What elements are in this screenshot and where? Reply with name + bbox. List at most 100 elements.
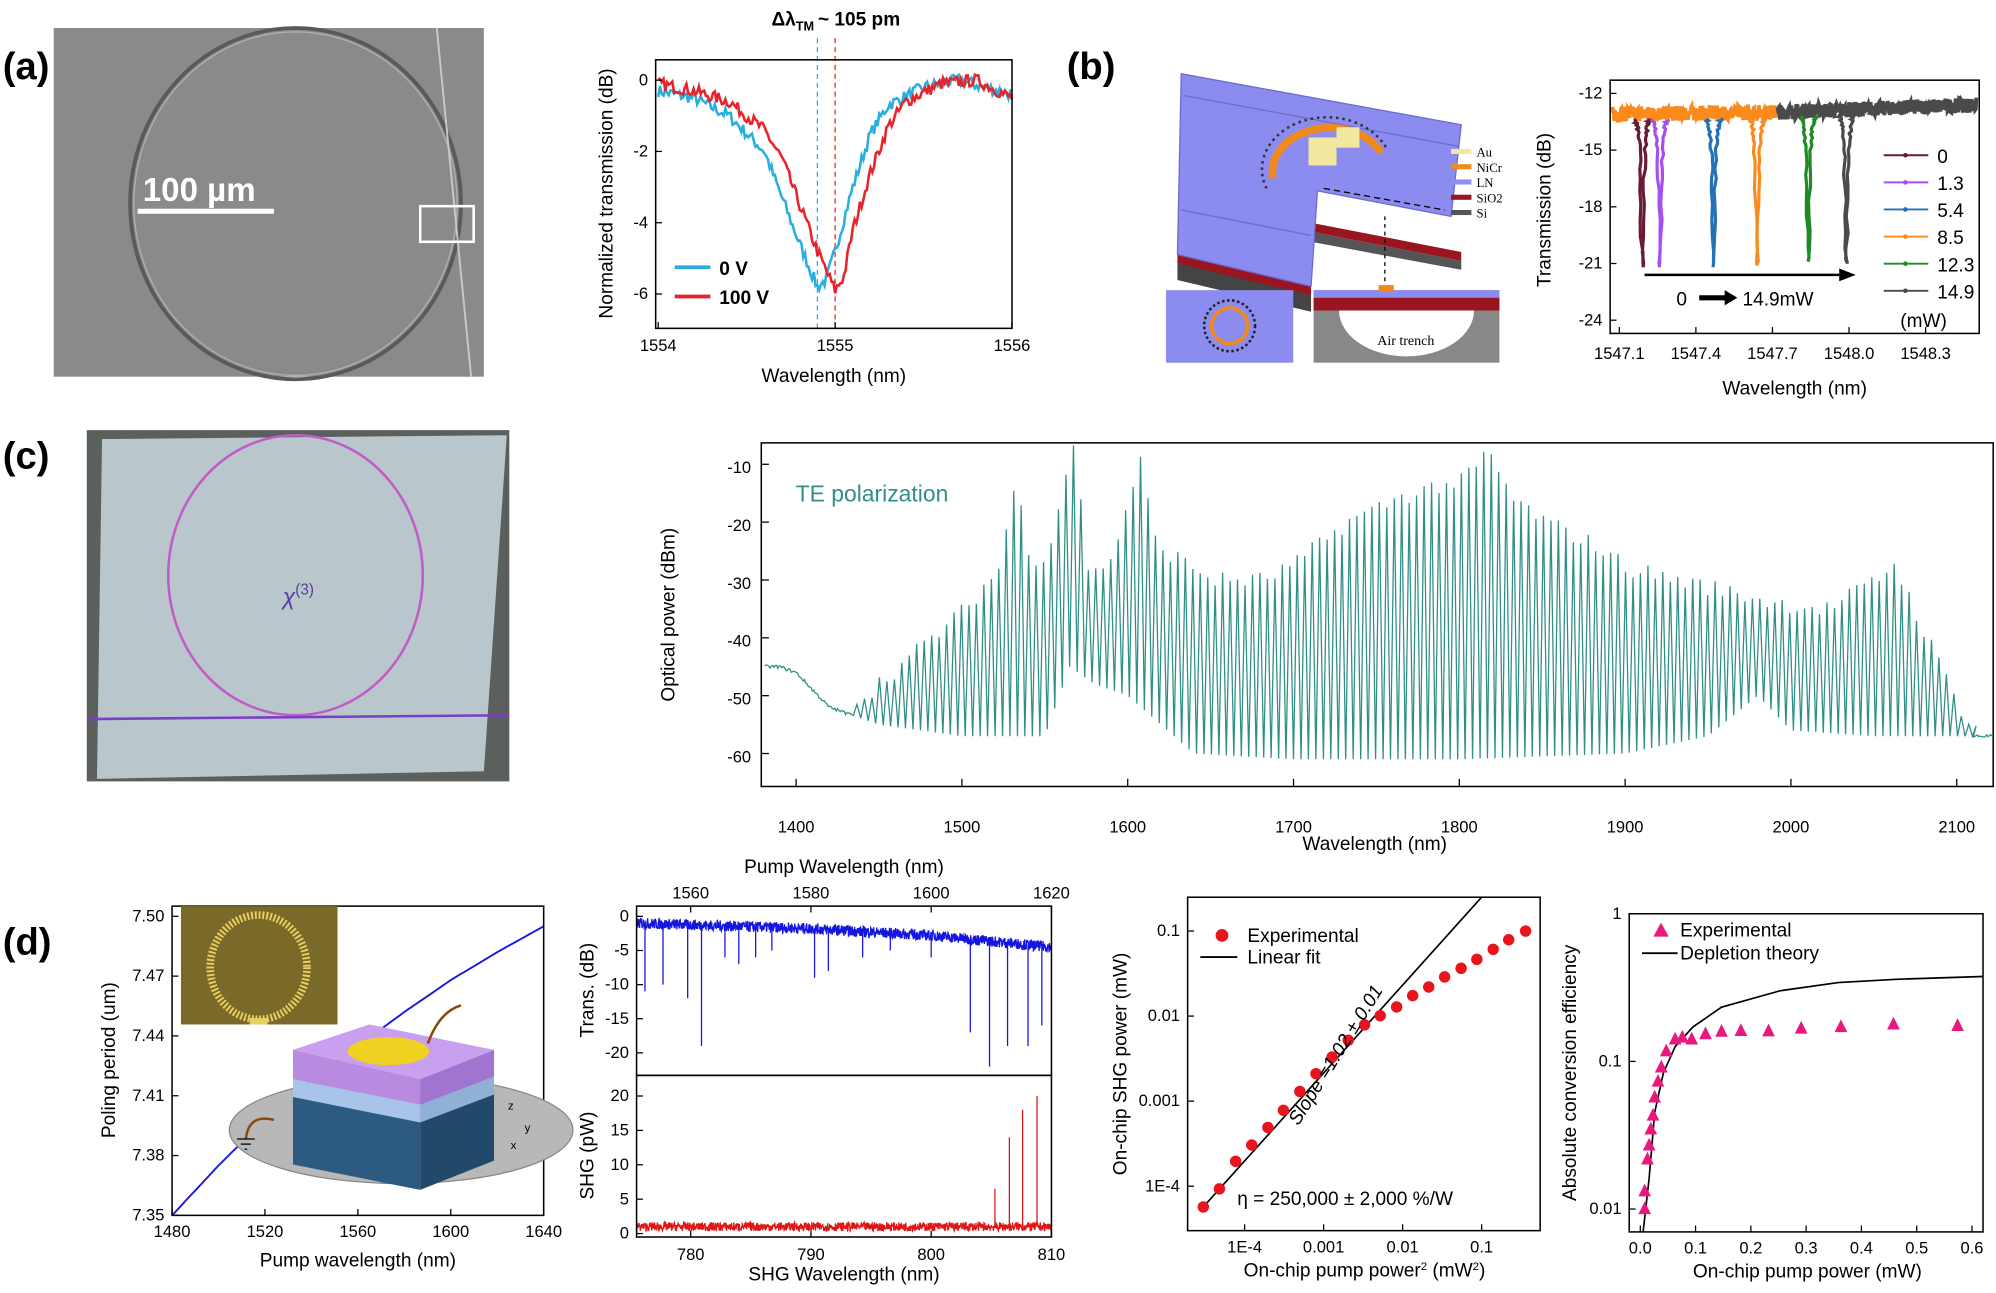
data-point xyxy=(1794,1020,1808,1034)
bus-waveguide xyxy=(89,713,510,721)
data-point xyxy=(1455,962,1467,975)
legend-label: 1.3 xyxy=(1937,174,1964,195)
x-tick-label: 1600 xyxy=(1109,817,1146,836)
data-point xyxy=(1487,943,1499,956)
data-point xyxy=(1374,1009,1386,1022)
ring-resonator xyxy=(128,26,463,382)
arrow-icon xyxy=(1699,290,1738,306)
y-tick-label: 0.1 xyxy=(1599,1051,1622,1070)
series-100v xyxy=(657,73,1014,294)
data-point xyxy=(1715,1024,1728,1037)
y-axis-label: Absolute conversion efficiency xyxy=(1560,944,1581,1201)
axis-x: x xyxy=(511,1140,517,1152)
x-tick-label: 1600 xyxy=(913,883,950,902)
y-tick-label: 0.1 xyxy=(1157,921,1180,940)
y-tick-label: -10 xyxy=(605,975,629,994)
dip-8.5 xyxy=(1747,116,1768,266)
data-point xyxy=(1951,1018,1964,1031)
y-axis-label: Transmission (dB) xyxy=(1534,133,1555,287)
legend-label: Experimental xyxy=(1680,921,1791,942)
substrate-front xyxy=(292,1094,421,1190)
panel-label-b: (b) xyxy=(1067,45,1116,88)
y-axis-label: Optical power (dBm) xyxy=(659,528,680,702)
x-tick-label: 1500 xyxy=(944,817,981,836)
data-point xyxy=(1638,1183,1652,1197)
data-point xyxy=(1358,1019,1371,1031)
data-point xyxy=(1654,1059,1668,1073)
data-point xyxy=(1762,1023,1775,1037)
x-tick-label: 2000 xyxy=(1773,817,1810,836)
comb-spectrum xyxy=(764,445,1993,760)
x-axis-label: On-chip pump power2 (mW2) xyxy=(1244,1260,1486,1281)
x-axis-label: Pump wavelength (nm) xyxy=(260,1250,456,1271)
y-tick-label: 7.50 xyxy=(132,906,164,925)
plot-frame xyxy=(760,442,1994,788)
data-point xyxy=(1659,1043,1673,1057)
axis-y: y xyxy=(525,1122,531,1134)
y-tick-label: -4 xyxy=(633,213,648,232)
y-tick-label: 0 xyxy=(620,1224,629,1243)
data-point xyxy=(1423,981,1435,993)
nicr-heater xyxy=(1268,124,1385,179)
legend-label-nicr: NiCr xyxy=(1477,161,1503,175)
y-tick-label: 0 xyxy=(620,906,629,925)
data-point xyxy=(1438,971,1451,983)
x-axis-label: SHG Wavelength (nm) xyxy=(748,1264,939,1285)
x-tick-label: 0.5 xyxy=(1905,1239,1928,1258)
data-point xyxy=(1638,1201,1652,1215)
sem-background xyxy=(53,27,484,377)
y-tick-label: -2 xyxy=(633,142,648,161)
legend-marker xyxy=(1903,207,1908,212)
x-tick-label: 0.01 xyxy=(1387,1237,1419,1256)
y-axis-label: Normalized transmission (dB) xyxy=(596,68,617,318)
legend-swatch-nicr xyxy=(1451,164,1472,170)
data-point xyxy=(1471,953,1483,966)
x-tick-label: 1560 xyxy=(339,1222,376,1241)
data-point xyxy=(1648,1089,1662,1103)
y-tick-label: -24 xyxy=(1579,310,1603,329)
legend-label: 8.5 xyxy=(1937,228,1964,249)
x-tick-label: 1547.4 xyxy=(1671,344,1722,363)
data-point xyxy=(1644,1121,1658,1135)
linear-fit-line xyxy=(1202,896,1483,1208)
dip-5.4 xyxy=(1703,117,1725,268)
x-tick-label: 1480 xyxy=(154,1222,191,1241)
ground-icon xyxy=(236,1138,255,1150)
data-point xyxy=(1651,1073,1665,1087)
annotation-te-polarization: TE polarization xyxy=(796,480,949,506)
dip-1.3 xyxy=(1649,118,1671,268)
y-tick-label: -5 xyxy=(614,941,629,960)
y-tick-label: 0.01 xyxy=(1589,1199,1621,1218)
arrow-label-start: 0 xyxy=(1676,289,1687,310)
substrate-side xyxy=(420,1091,495,1190)
top-view-inset xyxy=(1165,290,1294,363)
y-tick-label: -40 xyxy=(727,632,751,651)
chi3-label: χ(3) xyxy=(281,581,314,609)
coupling-region-box xyxy=(418,204,475,244)
chi-order: (3) xyxy=(295,581,314,598)
y-axis-label: Poling period (um) xyxy=(99,982,120,1138)
chart-b: 0 1.3 5.4 8.5 12.3 14.9 (mW) 0 14.9mW 1547.1 1547.… xyxy=(1534,79,1980,400)
legend-label: Depletion theory xyxy=(1680,944,1819,965)
title-delta: Δλ xyxy=(771,9,796,30)
y-axis-label: Trans. (dB) xyxy=(577,943,598,1038)
x-tick-label: 780 xyxy=(677,1245,705,1264)
y-tick-label: 7.47 xyxy=(132,966,164,985)
baseline-trace-14.9 xyxy=(1775,94,1979,125)
axis-z: z xyxy=(508,1101,514,1113)
arrow-label-end: 14.9mW xyxy=(1742,289,1813,310)
y-tick-label: 1E-4 xyxy=(1145,1176,1180,1195)
dip-12.3 xyxy=(1797,115,1823,262)
x-tick-label: 0.4 xyxy=(1850,1239,1873,1258)
scale-bar-label: 100 µm xyxy=(143,172,256,209)
legend-marker xyxy=(1903,234,1908,239)
y-tick-label: -10 xyxy=(727,458,751,477)
x-tick-label: 800 xyxy=(917,1245,945,1264)
data-point xyxy=(1642,1137,1656,1151)
legend-label-au: Au xyxy=(1477,146,1493,160)
legend-label-sio2: SiO2 xyxy=(1477,191,1503,205)
x-tick-label: 1555 xyxy=(817,336,854,355)
x-tick-label: 1E-4 xyxy=(1227,1237,1262,1256)
data-point xyxy=(1197,1201,1210,1213)
x-tick-label: 1900 xyxy=(1607,817,1644,836)
